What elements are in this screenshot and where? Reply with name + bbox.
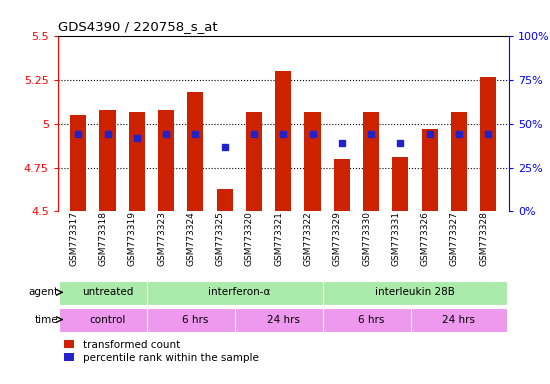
- Text: time: time: [35, 314, 58, 324]
- Text: 24 hrs: 24 hrs: [442, 314, 475, 324]
- Text: agent: agent: [28, 287, 58, 297]
- Bar: [246, 112, 262, 211]
- Text: GSM773319: GSM773319: [128, 211, 137, 266]
- Bar: [451, 112, 467, 211]
- Bar: [188, 93, 204, 211]
- Text: 6 hrs: 6 hrs: [358, 314, 384, 324]
- Bar: [59, 281, 156, 305]
- Bar: [392, 157, 409, 211]
- Text: GSM773322: GSM773322: [304, 211, 312, 266]
- Text: GSM773320: GSM773320: [245, 211, 254, 266]
- Text: GSM773330: GSM773330: [362, 211, 371, 266]
- Bar: [323, 281, 507, 305]
- Bar: [129, 112, 145, 211]
- Bar: [147, 308, 244, 332]
- Text: GSM773318: GSM773318: [98, 211, 108, 266]
- Text: untreated: untreated: [82, 287, 133, 297]
- Bar: [70, 115, 86, 211]
- Text: GSM773328: GSM773328: [479, 211, 488, 266]
- Text: GSM773324: GSM773324: [186, 211, 195, 266]
- Bar: [323, 308, 420, 332]
- Bar: [411, 308, 507, 332]
- Text: interferon-α: interferon-α: [208, 287, 271, 297]
- Bar: [158, 110, 174, 211]
- Text: 6 hrs: 6 hrs: [182, 314, 208, 324]
- Text: GSM773321: GSM773321: [274, 211, 283, 266]
- Bar: [147, 281, 332, 305]
- Text: GSM773317: GSM773317: [69, 211, 78, 266]
- Text: GSM773325: GSM773325: [216, 211, 225, 266]
- Bar: [422, 129, 438, 211]
- Bar: [334, 159, 350, 211]
- Bar: [100, 110, 116, 211]
- Bar: [217, 189, 233, 211]
- Text: control: control: [89, 314, 126, 324]
- Bar: [480, 77, 496, 211]
- Text: GSM773323: GSM773323: [157, 211, 166, 266]
- Bar: [235, 308, 332, 332]
- Legend: transformed count, percentile rank within the sample: transformed count, percentile rank withi…: [63, 339, 260, 364]
- Text: interleukin 28B: interleukin 28B: [375, 287, 455, 297]
- Bar: [305, 112, 321, 211]
- Text: GSM773329: GSM773329: [333, 211, 342, 266]
- Text: GSM773331: GSM773331: [392, 211, 400, 266]
- Bar: [363, 112, 379, 211]
- Text: 24 hrs: 24 hrs: [267, 314, 300, 324]
- Text: GSM773326: GSM773326: [421, 211, 430, 266]
- Text: GDS4390 / 220758_s_at: GDS4390 / 220758_s_at: [58, 20, 217, 33]
- Text: GSM773327: GSM773327: [450, 211, 459, 266]
- Bar: [59, 308, 156, 332]
- Bar: [275, 71, 292, 211]
